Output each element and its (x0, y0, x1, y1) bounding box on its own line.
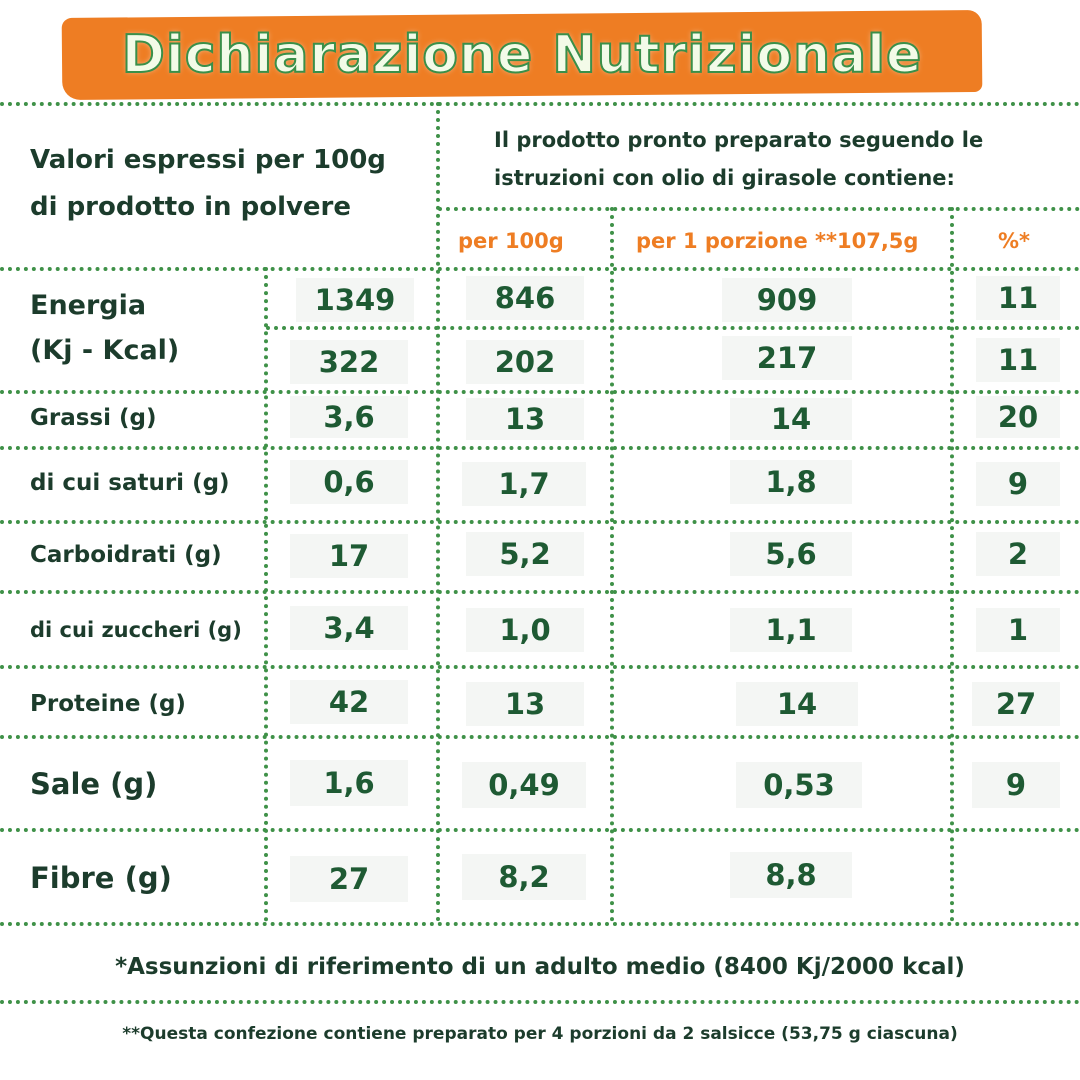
row-label-saturi: di cui saturi (g) (30, 470, 230, 496)
value-cell: 14 (730, 398, 852, 440)
value-cell: 5,2 (466, 532, 584, 576)
value-cell: 1,1 (730, 608, 852, 652)
value-cell: 1 (976, 608, 1060, 652)
grid-line (0, 735, 1080, 739)
value-cell: 2 (976, 532, 1060, 576)
row-label-zuccheri: di cui zuccheri (g) (30, 618, 242, 642)
page-title: Dichiarazione Nutrizionale (121, 24, 923, 86)
header-right-line2: istruzioni con olio di girasole contiene… (494, 166, 955, 190)
row-label-sale: Sale (g) (30, 767, 158, 801)
value-cell: 1,7 (462, 462, 586, 506)
value-cell: 13 (466, 398, 584, 440)
value-cell: 8,8 (730, 852, 852, 898)
value-cell: 322 (290, 340, 408, 384)
row-label-energia-unit: (Kj - Kcal) (30, 334, 180, 366)
value-cell: 11 (976, 338, 1060, 382)
value-cell: 909 (722, 278, 852, 322)
value-cell: 0,49 (462, 762, 586, 808)
value-cell: 42 (290, 680, 408, 724)
grid-line (438, 207, 1080, 211)
grid-line (0, 922, 1080, 926)
grid-line (266, 326, 1080, 330)
row-label-energia: Energia (30, 289, 147, 321)
footnote-reference-intake: *Assunzioni di riferimento di un adulto … (115, 954, 965, 980)
value-cell: 27 (972, 682, 1060, 726)
value-cell: 217 (722, 336, 852, 380)
header-left-line2: di prodotto in polvere (30, 192, 352, 222)
grid-line (264, 267, 268, 922)
grid-line (0, 828, 1080, 832)
value-cell: 9 (976, 462, 1060, 506)
value-cell (976, 856, 1060, 902)
value-cell: 1,8 (730, 460, 852, 504)
value-cell: 202 (466, 340, 584, 384)
value-cell: 1349 (296, 278, 414, 322)
header-left-line1: Valori espressi per 100g (30, 145, 386, 175)
row-label-carboidrati: Carboidrati (g) (30, 542, 222, 568)
row-label-proteine: Proteine (g) (30, 691, 186, 717)
footnote-package-portions: **Questa confezione contiene preparato p… (122, 1024, 958, 1044)
value-cell: 1,0 (466, 608, 584, 652)
value-cell: 3,6 (290, 396, 408, 438)
value-cell: 9 (972, 762, 1060, 808)
value-cell: 14 (736, 682, 858, 726)
value-cell: 3,4 (290, 606, 408, 650)
grid-line (0, 590, 1080, 594)
header-right-line1: Il prodotto pronto preparato seguendo le (494, 128, 984, 152)
grid-line (0, 665, 1080, 669)
value-cell: 5,6 (730, 532, 852, 576)
grid-line (610, 207, 614, 922)
column-header-per-portion: per 1 porzione **107,5g (636, 229, 919, 253)
value-cell: 1,6 (290, 760, 408, 806)
grid-line (950, 207, 954, 922)
grid-line (0, 102, 1080, 106)
row-label-fibre: Fibre (g) (30, 861, 172, 895)
value-cell: 27 (290, 856, 408, 902)
value-cell: 11 (976, 276, 1060, 320)
grid-line (0, 267, 1080, 271)
column-header-percent: %* (998, 229, 1031, 253)
grid-line (436, 102, 440, 922)
column-header-per-100g: per 100g (458, 229, 564, 253)
value-cell: 8,2 (462, 854, 586, 900)
value-cell: 20 (976, 396, 1060, 438)
row-label-grassi: Grassi (g) (30, 405, 157, 431)
value-cell: 0,53 (736, 762, 862, 808)
value-cell: 17 (290, 534, 408, 578)
grid-line (0, 520, 1080, 524)
value-cell: 846 (466, 276, 584, 320)
grid-line (0, 446, 1080, 450)
grid-line (0, 1000, 1080, 1004)
value-cell: 0,6 (290, 460, 408, 504)
value-cell: 13 (466, 682, 584, 726)
grid-line (0, 390, 1080, 394)
